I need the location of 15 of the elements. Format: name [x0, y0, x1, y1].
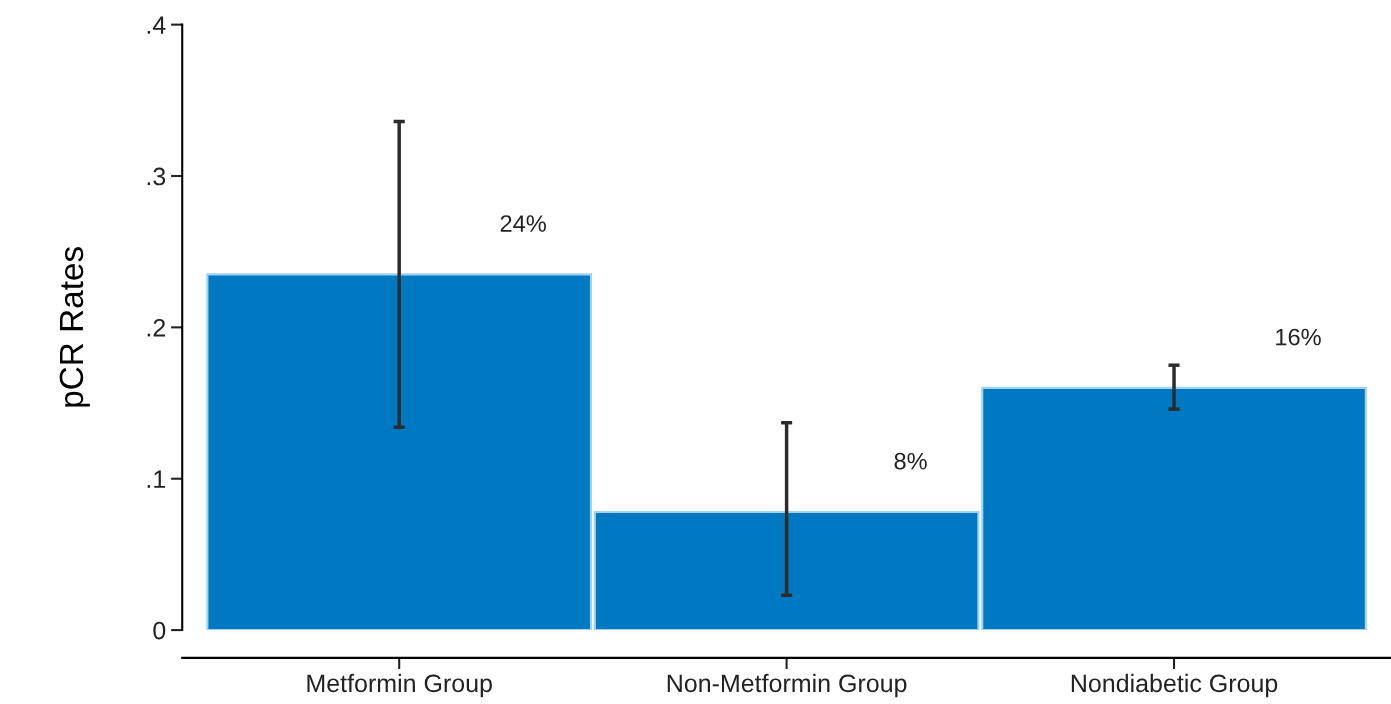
x-tick-label: Non-Metformin Group: [667, 673, 907, 698]
y-tick-label: .4: [147, 16, 166, 34]
bar: [981, 386, 1367, 631]
y-tick-label: .1: [147, 470, 166, 488]
bar: [593, 510, 980, 631]
x-tick-label: Nondiabetic Group: [1071, 673, 1278, 698]
data-label: 16%: [1276, 328, 1321, 346]
y-tick-label: .3: [147, 167, 166, 186]
bar: [206, 273, 592, 631]
x-tick-label: Metformin Group: [307, 673, 492, 698]
data-label: 8%: [894, 452, 927, 470]
data-label: 24%: [500, 215, 546, 232]
y-tick-label: .2: [147, 318, 165, 337]
y-tick-label: 0: [153, 621, 166, 640]
y-axis-title: pCR Rates: [59, 247, 90, 407]
